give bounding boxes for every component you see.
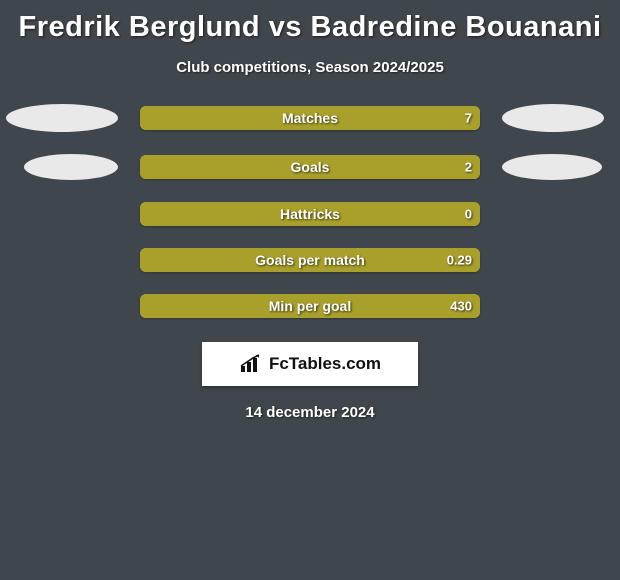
logo-chart-icon [239,354,263,374]
spacer [0,259,118,260]
date-text: 14 december 2024 [0,404,620,421]
stat-bar: Hattricks 0 [140,202,480,226]
logo-box: FcTables.com [202,342,418,386]
spacer [502,305,620,306]
spacer [0,213,118,214]
stat-row: Min per goal 430 [0,294,620,318]
player-right-ellipse [502,154,602,180]
page-title: Fredrik Berglund vs Badredine Bouanani [0,4,620,49]
stat-bar: Goals 2 [140,155,480,179]
spacer [0,305,118,306]
stat-value-right: 0.29 [447,252,472,267]
stat-row: Hattricks 0 [0,202,620,226]
stat-value-right: 7 [465,110,472,125]
stat-bar: Goals per match 0.29 [140,248,480,272]
logo-text: FcTables.com [269,354,381,374]
content: Fredrik Berglund vs Badredine Bouanani C… [0,0,620,421]
stat-value-right: 430 [450,298,472,313]
stat-value-right: 0 [465,206,472,221]
subtitle: Club competitions, Season 2024/2025 [0,59,620,76]
logo-brand: FcTables [269,354,341,373]
stat-rows: Matches 7 Goals 2 Hattricks 0 Goals per match 0… [0,104,620,318]
player-left-ellipse [24,154,118,180]
stat-row: Goals 2 [0,154,620,180]
stat-label: Hattricks [280,206,340,222]
spacer [502,213,620,214]
stat-bar: Min per goal 430 [140,294,480,318]
stat-row: Goals per match 0.29 [0,248,620,272]
stat-label: Min per goal [269,298,351,314]
player-right-ellipse [502,104,604,132]
spacer [0,166,24,167]
stat-row: Matches 7 [0,104,620,132]
stat-label: Goals [291,159,330,175]
player-left-ellipse [6,104,118,132]
stat-value-right: 2 [465,159,472,174]
spacer [604,117,620,118]
logo-suffix: .com [341,354,381,373]
spacer [602,166,620,167]
stat-label: Goals per match [255,252,365,268]
stat-bar: Matches 7 [140,106,480,130]
stat-label: Matches [282,110,338,126]
spacer [502,259,620,260]
